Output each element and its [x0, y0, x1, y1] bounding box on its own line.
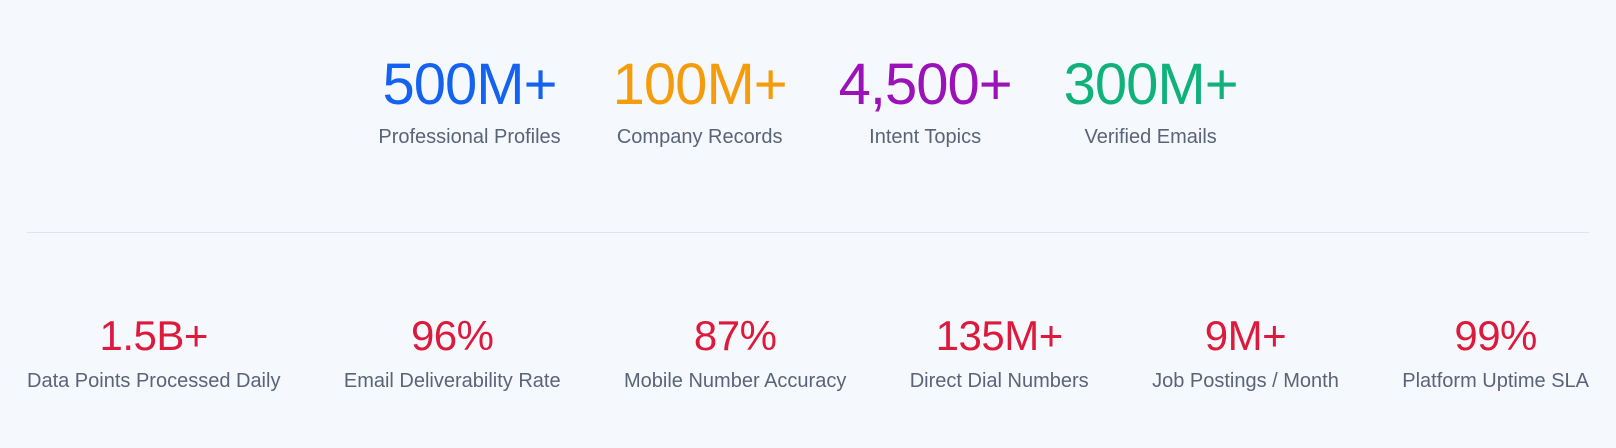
stat-direct-dial: 135M+ Direct Dial Numbers [910, 310, 1089, 394]
stat-email-deliverability: 96% Email Deliverability Rate [344, 310, 561, 394]
stat-label: Mobile Number Accuracy [624, 370, 847, 392]
stat-label: Direct Dial Numbers [909, 370, 1089, 392]
top-stats-row: 500M+ Professional Profiles 100M+ Compan… [0, 50, 1616, 150]
stat-value: 87% [693, 312, 777, 359]
stat-company-records: 100M+ Company Records [612, 50, 788, 150]
stat-professional-profiles: 500M+ Professional Profiles [378, 50, 560, 150]
stat-value: 100M+ [612, 52, 788, 117]
stat-value: 135M+ [935, 312, 1064, 359]
stat-label: Professional Profiles [378, 126, 561, 148]
stat-label: Company Records [616, 126, 783, 148]
bottom-stats-row: 1.5B+ Data Points Processed Daily 96% Em… [27, 310, 1589, 394]
stat-value: 1.5B+ [99, 312, 209, 359]
stat-label: Data Points Processed Daily [27, 370, 281, 392]
stat-mobile-accuracy: 87% Mobile Number Accuracy [624, 310, 846, 394]
stat-label: Platform Uptime SLA [1402, 370, 1589, 392]
stat-data-points-processed: 1.5B+ Data Points Processed Daily [27, 310, 280, 394]
stat-label: Email Deliverability Rate [343, 370, 561, 392]
stat-value: 300M+ [1063, 52, 1239, 117]
stat-label: Verified Emails [1084, 126, 1217, 148]
stat-value: 9M+ [1204, 312, 1287, 359]
stat-intent-topics: 4,500+ Intent Topics [838, 50, 1013, 150]
stat-value: 96% [410, 312, 494, 359]
stat-label: Job Postings / Month [1152, 370, 1339, 392]
stat-label: Intent Topics [869, 126, 982, 148]
section-divider [27, 232, 1589, 233]
stat-value: 4,500+ [838, 52, 1013, 117]
stat-value: 500M+ [382, 52, 558, 117]
stat-platform-uptime: 99% Platform Uptime SLA [1402, 310, 1589, 394]
stat-job-postings: 9M+ Job Postings / Month [1152, 310, 1339, 394]
stat-verified-emails: 300M+ Verified Emails [1063, 50, 1239, 150]
stat-value: 99% [1454, 312, 1537, 359]
